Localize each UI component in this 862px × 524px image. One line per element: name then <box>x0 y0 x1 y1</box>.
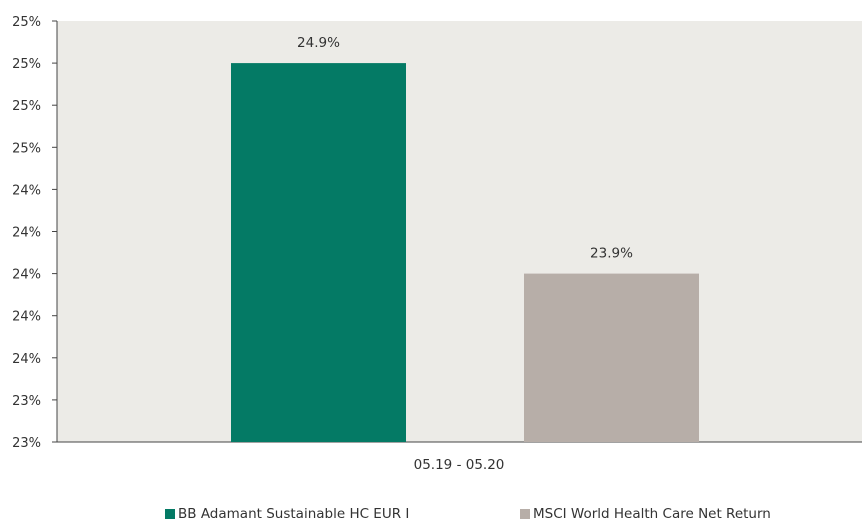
legend-swatch-index <box>520 509 530 519</box>
y-tick-label: 25% <box>12 57 41 72</box>
y-tick-label: 25% <box>12 141 41 156</box>
category-label: 05.19 - 05.20 <box>414 457 505 473</box>
y-tick-label: 24% <box>12 268 41 283</box>
legend-swatch-fund <box>165 509 175 519</box>
y-tick-label: 24% <box>12 352 41 367</box>
legend-label-index: MSCI World Health Care Net Return <box>533 506 771 522</box>
data-label-index: 23.9% <box>590 246 633 262</box>
bar-index <box>524 273 699 442</box>
y-tick-label: 25% <box>12 99 41 114</box>
legend-item-fund: BB Adamant Sustainable HC EUR I <box>165 506 409 522</box>
y-tick-label: 23% <box>12 436 41 451</box>
y-tick-label: 23% <box>12 394 41 409</box>
legend: BB Adamant Sustainable HC EUR I MSCI Wor… <box>0 506 862 524</box>
y-axis-ticks: 25% 25% 25% 25% 24% 24% 24% 24% 24% 23% 23% <box>12 15 57 451</box>
bars: 24.9% 23.9% <box>231 35 699 442</box>
legend-item-index: MSCI World Health Care Net Return <box>520 506 771 522</box>
y-tick-label: 24% <box>12 183 41 198</box>
y-tick-label: 25% <box>12 15 41 30</box>
bar-fund <box>231 63 406 442</box>
data-label-fund: 24.9% <box>297 35 340 51</box>
legend-label-fund: BB Adamant Sustainable HC EUR I <box>178 506 410 522</box>
plot-area <box>57 21 862 442</box>
y-tick-label: 24% <box>12 310 41 325</box>
y-tick-label: 24% <box>12 226 41 241</box>
